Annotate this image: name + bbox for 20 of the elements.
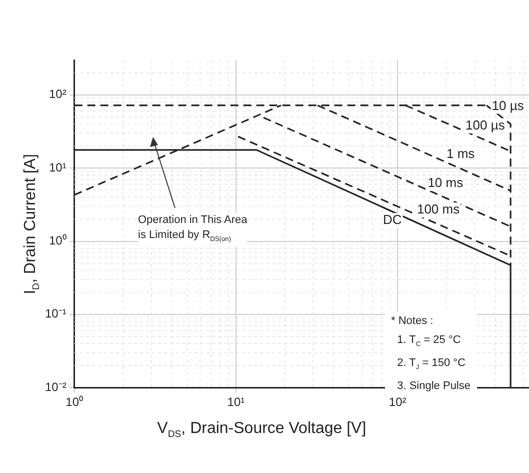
x-tick-label: 10² [388,395,406,410]
annotation: Operation in This Area is Limited by R$_{DS(on)}$ [138,213,248,248]
y-tick-label: 10¹ [49,160,66,174]
x-tick-label: 10⁰ [66,395,84,410]
x-tick-label: 10¹ [227,395,245,410]
annotation: 1. T$_{C}$ = 25 °C [397,334,461,348]
series-label: 100 ms [416,202,460,217]
annotation: 2. T$_{J}$ = 150 °C [397,357,466,372]
annotation: 3. Single Pulse [397,380,470,392]
y-tick-label: 10⁰ [48,234,66,248]
series-label: 100 µs [466,117,506,132]
series-label: 1 ms [446,146,476,161]
series-label: DC [383,212,402,228]
x-axis-title: V$_{DS}$, Drain-Source Voltage [V] [157,420,366,440]
series-label: 10 ms [428,175,464,190]
series-label: 10 µs [492,98,524,113]
y-tick-label: 10⁻¹ [45,306,66,321]
y-tick-label: 10⁻² [45,380,66,394]
annotation: * Notes : [391,315,434,327]
y-tick-label: 10² [49,87,66,102]
